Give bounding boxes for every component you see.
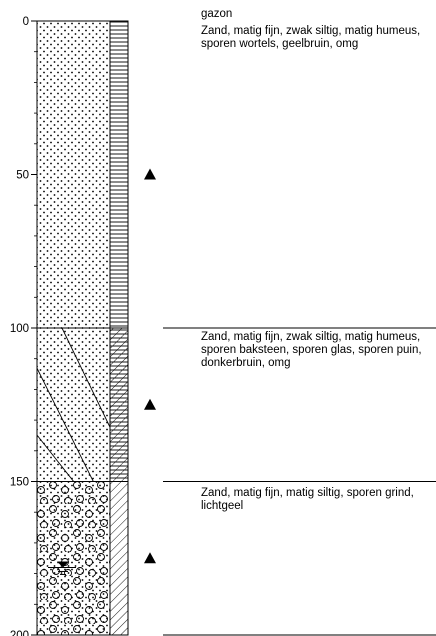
hatch-line (37, 367, 94, 482)
description-text: Zand, matig fijn, zwak siltig, matig hum… (201, 25, 421, 50)
tick-label: 200 (10, 630, 29, 636)
tick-label: 100 (10, 323, 29, 335)
groundwater-marker (48, 561, 76, 575)
side-fill-diagonal (110, 481, 128, 635)
layer-fill-sand (37, 328, 110, 482)
layer-fill-sand (37, 21, 110, 328)
description-text: Zand, matig fijn, matig siltig, sporen g… (201, 487, 414, 512)
side-outline (109, 481, 129, 636)
triangle-icon (144, 168, 156, 180)
sample-markers (144, 168, 156, 564)
side-fill-diagonal (110, 328, 128, 482)
tick-label: 0 (23, 16, 29, 28)
lithology-column (36, 20, 111, 636)
tick-label: 150 (10, 477, 29, 489)
hatch-line (61, 328, 110, 429)
depth-axis: 0 50 100 150 200 (10, 16, 38, 636)
layer-boundaries (163, 327, 436, 636)
tick-label: 50 (16, 170, 29, 182)
side-fill-horizontal (110, 21, 128, 328)
triangle-icon (144, 552, 156, 564)
layer-description: Zand, matig fijn, zwak siltig, matig hum… (201, 331, 433, 370)
layer-description: Zand, matig fijn, matig siltig, sporen g… (201, 487, 433, 513)
fill-hatch (37, 328, 110, 482)
triangle-icon (144, 398, 156, 410)
groundwater-level-icon (57, 561, 69, 568)
layer-fill-gravel (37, 481, 110, 635)
description-text: gazon (201, 8, 233, 20)
side-column (109, 20, 129, 636)
description-text: Zand, matig fijn, zwak siltig, matig hum… (201, 331, 422, 369)
hatch-line (37, 434, 75, 482)
layer-description: gazon Zand, matig fijn, zwak siltig, mati… (201, 8, 433, 51)
